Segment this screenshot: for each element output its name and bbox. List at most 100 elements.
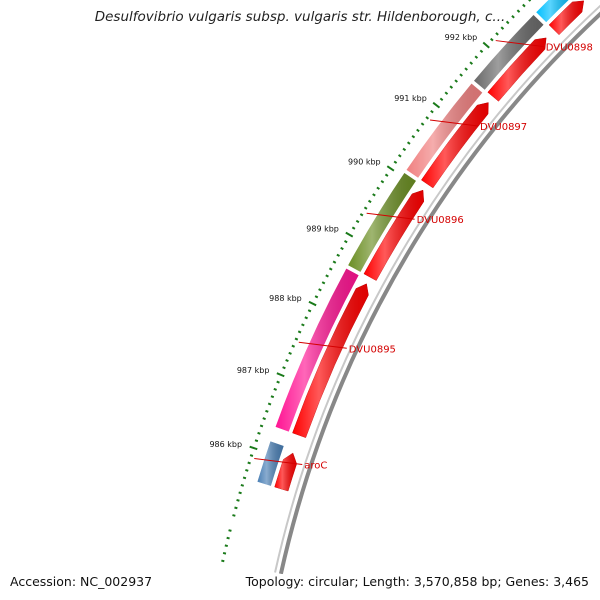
minor-tick — [245, 469, 249, 472]
minor-tick — [495, 32, 499, 36]
minor-tick — [340, 246, 344, 251]
minor-tick — [257, 431, 261, 435]
major-tick — [249, 445, 258, 451]
cds-gloss — [274, 453, 297, 492]
minor-tick — [249, 454, 254, 457]
cds-gloss — [487, 37, 547, 102]
minor-tick — [221, 559, 225, 563]
gene-label: DVU0896 — [417, 215, 464, 226]
minor-tick — [226, 536, 230, 540]
tick-label: 988 kbp — [269, 294, 302, 303]
minor-tick — [224, 544, 228, 548]
tick-label: 992 kbp — [445, 33, 478, 42]
kbp-ticks: 986 kbp 987 kbp 988 kbp 989 kbp 990 kbp 991 k… — [209, 33, 490, 451]
minor-tick — [294, 337, 299, 341]
minor-tick — [242, 476, 247, 480]
minor-tick — [420, 122, 425, 126]
gene-gloss — [348, 173, 416, 272]
map-title: Desulfovibrio vulgaris subsp. vulgaris s… — [94, 9, 506, 25]
gene-gloss — [406, 83, 483, 178]
gene-label: DVU0897 — [480, 122, 527, 133]
minor-tick — [444, 91, 449, 95]
gene-labels: aroC DVU0895 DVU0896 DVU0897 DVU0898 — [254, 40, 593, 471]
minor-tick — [490, 37, 494, 42]
minor-tick — [474, 55, 479, 59]
genome-stats: Topology: circular; Length: 3,570,858 bp… — [243, 574, 591, 589]
minor-tick — [376, 186, 380, 190]
minor-tick — [222, 551, 227, 555]
backbone-inner — [274, 4, 600, 573]
minor-tick — [511, 15, 515, 19]
cds-gloss — [421, 102, 489, 188]
minor-tick — [232, 514, 236, 517]
major-tick — [345, 231, 354, 238]
minor-tick — [234, 506, 238, 510]
minor-tick — [393, 160, 398, 164]
gene-gloss — [536, 0, 569, 23]
minor-tick — [288, 351, 292, 355]
accession-text: Accession: NC_002937 — [8, 574, 155, 589]
minor-tick — [416, 128, 420, 133]
major-tick — [276, 372, 285, 378]
minor-tick — [459, 73, 463, 77]
minor-tick — [516, 9, 521, 13]
major-tick — [432, 101, 441, 109]
leader-line — [254, 457, 303, 465]
leader-line — [429, 119, 479, 127]
minor-tick — [297, 330, 302, 334]
minor-tick — [425, 116, 430, 120]
gene-gloss — [474, 14, 544, 90]
minor-tick — [321, 281, 326, 285]
minor-tick — [254, 439, 259, 443]
minor-tick — [359, 213, 364, 217]
minor-tick — [464, 67, 468, 71]
minor-tick — [282, 366, 286, 370]
minor-tick — [344, 240, 348, 244]
tick-label: 989 kbp — [306, 225, 339, 234]
tick-label: 987 kbp — [237, 366, 270, 375]
minor-tick — [314, 295, 319, 299]
gene-label: DVU0898 — [546, 43, 593, 54]
minor-tick — [301, 323, 305, 327]
minor-tick — [332, 260, 337, 264]
minor-tick — [236, 498, 240, 502]
gene-gloss — [275, 268, 359, 432]
minor-tick — [285, 359, 289, 363]
minor-tick — [402, 147, 407, 152]
minor-tick — [304, 316, 308, 320]
minor-tick — [351, 226, 356, 230]
minor-tick — [265, 409, 269, 413]
backbone-outer — [278, 11, 600, 575]
minor-tick — [505, 20, 510, 25]
minor-tick — [228, 529, 232, 532]
tick-label: 986 kbp — [209, 440, 242, 449]
minor-tick — [247, 461, 251, 465]
minor-tick — [411, 135, 416, 139]
backbone — [274, 4, 600, 575]
gene-track — [257, 0, 569, 486]
cds-gloss — [549, 0, 584, 35]
minor-tick — [273, 387, 277, 391]
minor-tick — [291, 344, 295, 348]
minor-tick — [522, 3, 526, 8]
major-tick — [386, 165, 395, 172]
minor-tick — [406, 141, 411, 145]
gene-gloss — [257, 441, 284, 486]
cds-gloss — [363, 190, 424, 281]
minor-tick — [430, 109, 434, 114]
minor-tick — [259, 424, 264, 428]
minor-tick — [380, 180, 385, 184]
major-tick — [308, 300, 317, 307]
minor-tick — [336, 253, 340, 257]
minor-tick — [449, 85, 454, 89]
minor-tick — [372, 193, 376, 197]
minor-tick — [454, 79, 458, 83]
minor-tick — [307, 309, 312, 313]
tick-dots — [221, 0, 532, 563]
gene-label: aroC — [304, 460, 327, 471]
minor-tick — [398, 154, 402, 158]
leader-line — [495, 40, 544, 48]
minor-tick — [363, 206, 368, 210]
minor-tick — [384, 173, 389, 177]
